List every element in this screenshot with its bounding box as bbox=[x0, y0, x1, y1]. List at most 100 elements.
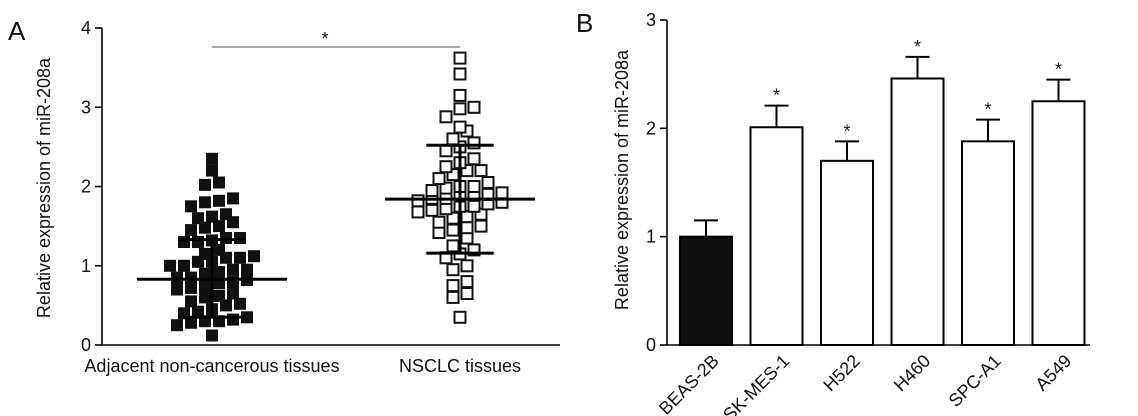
panel-a-point bbox=[220, 232, 232, 244]
panel-a-point bbox=[164, 259, 176, 272]
panel-a-point bbox=[199, 291, 211, 304]
panel-b-y-tick-label: 3 bbox=[646, 10, 656, 30]
panel-a-point bbox=[460, 221, 474, 235]
panel-a-y-axis-title: Relative expression of miR-208a bbox=[34, 57, 54, 318]
panel-b-bar bbox=[679, 235, 733, 347]
panel-a-point bbox=[474, 219, 488, 233]
panel-a-y-tick-label: 0 bbox=[81, 335, 91, 355]
panel-a-point bbox=[185, 224, 197, 237]
panel-a-point bbox=[446, 132, 460, 146]
panel-a-point bbox=[439, 181, 453, 195]
panel-a-y-tick-label: 2 bbox=[81, 177, 91, 197]
panel-b-significance-star: * bbox=[843, 121, 850, 141]
panel-b-category-label: H522 bbox=[819, 351, 864, 396]
panel-a-point bbox=[213, 289, 225, 302]
panel-a-point bbox=[248, 250, 260, 263]
panel-a-point bbox=[467, 100, 481, 114]
panel-a-point bbox=[439, 144, 453, 158]
panel-a-point bbox=[220, 251, 232, 264]
panel-a-point bbox=[192, 255, 204, 268]
panel-a-letter: A bbox=[8, 16, 26, 46]
panel-a-point bbox=[481, 176, 495, 189]
panel-a-point bbox=[213, 315, 225, 328]
panel-b-category-label: A549 bbox=[1031, 351, 1075, 395]
panel-b-y-ticks: 0 1 2 3 bbox=[646, 10, 667, 355]
panel-a-point bbox=[453, 310, 467, 324]
panel-a-stat-bars bbox=[137, 143, 535, 319]
panel-a-point bbox=[227, 192, 239, 205]
panel-a-x-labels: Adjacent non-cancerous tissues NSCLC tiss… bbox=[84, 356, 521, 376]
panel-a-point bbox=[213, 176, 225, 189]
panel-a-point bbox=[220, 208, 232, 221]
panel-a-point bbox=[446, 279, 460, 293]
panel-a-point bbox=[206, 329, 218, 342]
panel-a-y-tick-label: 1 bbox=[81, 256, 91, 276]
panel-a-point bbox=[227, 275, 239, 288]
panel-b: B Relative expression of miR-208a 0 1 2 3 *… bbox=[576, 8, 1090, 416]
panel-a-point bbox=[234, 297, 246, 310]
panel-a-category-label: NSCLC tissues bbox=[399, 356, 521, 376]
panel-a-point bbox=[185, 200, 197, 213]
panel-a-point bbox=[460, 275, 474, 289]
panel-a-point bbox=[467, 136, 481, 150]
panel-a-point bbox=[227, 216, 239, 229]
panel-a-point bbox=[411, 205, 425, 219]
panel-a-point bbox=[199, 267, 211, 280]
panel-a-point bbox=[185, 281, 197, 294]
panel-a-point bbox=[467, 152, 481, 166]
panel-a-point bbox=[213, 266, 225, 279]
panel-b-bar bbox=[890, 77, 945, 346]
panel-b-significance-star: * bbox=[914, 37, 921, 57]
panel-a-point bbox=[192, 212, 204, 225]
panel-b-bar bbox=[820, 159, 874, 346]
panel-a-point bbox=[453, 51, 467, 65]
panel-a-point bbox=[453, 102, 467, 116]
panel-a-point bbox=[467, 180, 481, 193]
panel-a-points bbox=[164, 51, 509, 342]
panel-a-point bbox=[206, 210, 218, 223]
panel-b-bar bbox=[961, 140, 1015, 346]
panel-a-point bbox=[446, 290, 460, 304]
panel-a-point bbox=[227, 313, 239, 326]
panel-a: A Relative expression of miR-208a 01234 … bbox=[8, 16, 560, 376]
panel-a-point bbox=[199, 221, 211, 234]
panel-a-point bbox=[425, 184, 439, 197]
panel-a-point bbox=[199, 247, 211, 260]
panel-a-point bbox=[213, 220, 225, 233]
panel-a-point bbox=[178, 259, 190, 272]
panel-a-point bbox=[220, 299, 232, 312]
panel-b-significance-star: * bbox=[984, 100, 991, 120]
panel-a-significance-star: * bbox=[321, 29, 328, 49]
panel-b-bar bbox=[1031, 100, 1086, 346]
panel-a-point bbox=[411, 194, 425, 208]
panel-a-point bbox=[241, 263, 253, 276]
panel-b-bars: * * * * * bbox=[679, 37, 1086, 347]
panel-a-point bbox=[425, 203, 439, 217]
panel-b-bar bbox=[749, 126, 804, 346]
panel-b-category-label: SK-MES-1 bbox=[719, 351, 793, 416]
panel-a-point bbox=[199, 279, 211, 292]
panel-a-point bbox=[234, 232, 246, 244]
panel-a-point bbox=[234, 251, 246, 264]
panel-b-significance-star: * bbox=[1055, 60, 1062, 80]
panel-a-point bbox=[439, 110, 453, 124]
panel-a-point bbox=[192, 236, 204, 248]
panel-a-category-label: Adjacent non-cancerous tissues bbox=[84, 356, 339, 376]
panel-a-point bbox=[206, 152, 218, 165]
panel-a-point bbox=[199, 178, 211, 191]
panel-a-point bbox=[199, 315, 211, 328]
panel-a-point bbox=[446, 263, 460, 277]
panel-a-point bbox=[460, 259, 474, 273]
panel-a-point bbox=[178, 307, 190, 320]
panel-a-point bbox=[453, 67, 467, 81]
panel-a-point bbox=[439, 160, 453, 174]
panel-a-point bbox=[185, 295, 197, 308]
panel-a-point bbox=[467, 243, 481, 257]
panel-a-point bbox=[171, 319, 183, 332]
panel-b-y-axis-title: Relative expression of miR-208a bbox=[612, 49, 632, 310]
panel-a-point bbox=[474, 164, 488, 178]
panel-a-y-tick-label: 4 bbox=[81, 18, 91, 38]
panel-b-category-label: H460 bbox=[890, 351, 935, 396]
